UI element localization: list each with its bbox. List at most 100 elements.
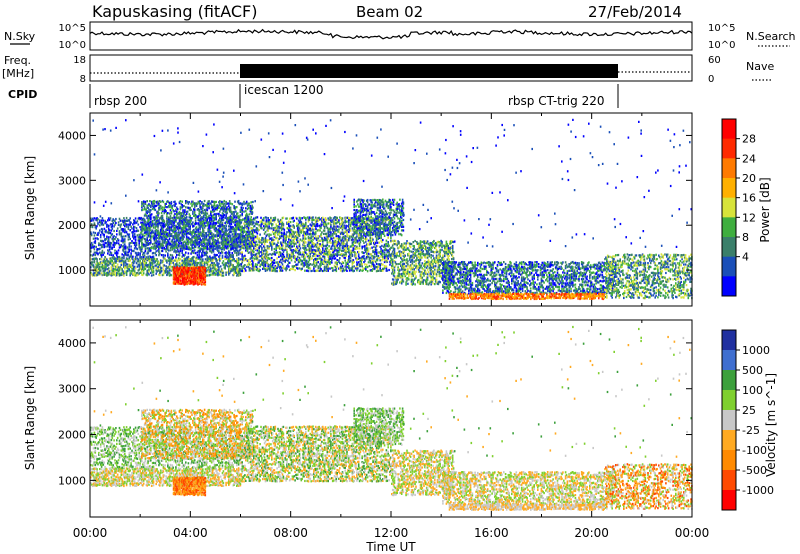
data-cell bbox=[299, 224, 302, 227]
data-cell bbox=[118, 217, 121, 220]
power-scatter-data bbox=[90, 118, 693, 301]
data-cell bbox=[142, 229, 144, 232]
data-cell bbox=[193, 266, 196, 269]
data-cell bbox=[225, 243, 227, 247]
data-cell bbox=[124, 266, 127, 269]
data-cell bbox=[290, 245, 293, 248]
data-cell bbox=[138, 216, 140, 220]
data-cell bbox=[249, 220, 252, 223]
data-cell bbox=[210, 251, 213, 254]
data-cell bbox=[225, 233, 227, 236]
data-cell bbox=[268, 235, 270, 238]
data-cell bbox=[315, 223, 318, 226]
data-cell bbox=[127, 238, 130, 241]
data-cell bbox=[219, 235, 222, 238]
data-cell bbox=[107, 219, 109, 222]
data-cell bbox=[237, 199, 240, 203]
data-cell bbox=[160, 267, 163, 270]
data-cell bbox=[254, 222, 257, 225]
data-cell bbox=[307, 236, 310, 240]
data-cell bbox=[277, 218, 279, 221]
data-cell bbox=[272, 269, 275, 272]
data-cell bbox=[218, 229, 220, 232]
data-cell bbox=[270, 216, 272, 219]
data-cell bbox=[123, 229, 125, 232]
data-cell bbox=[120, 263, 123, 266]
data-cell bbox=[197, 229, 200, 232]
data-cell bbox=[236, 254, 238, 257]
data-cell bbox=[176, 270, 178, 273]
data-cell bbox=[95, 272, 97, 275]
data-cell bbox=[117, 221, 120, 224]
data-cell bbox=[246, 227, 249, 230]
data-cell bbox=[228, 263, 230, 266]
data-cell bbox=[198, 241, 200, 244]
data-cell bbox=[219, 205, 222, 208]
data-cell bbox=[194, 221, 197, 224]
data-cell bbox=[217, 225, 219, 228]
data-cell bbox=[201, 239, 203, 242]
data-cell bbox=[107, 260, 110, 263]
data-cell bbox=[139, 226, 141, 229]
data-cell bbox=[146, 228, 148, 231]
data-cell bbox=[178, 275, 180, 278]
data-cell bbox=[190, 274, 193, 277]
data-cell bbox=[128, 245, 131, 248]
data-cell bbox=[148, 248, 150, 251]
data-cell bbox=[317, 265, 320, 268]
data-cell bbox=[239, 241, 242, 244]
data-cell bbox=[302, 227, 304, 230]
data-cell bbox=[250, 201, 252, 204]
data-cell bbox=[314, 233, 316, 236]
data-cell bbox=[139, 248, 141, 251]
data-cell bbox=[163, 232, 166, 235]
data-cell bbox=[212, 245, 215, 248]
data-cell bbox=[255, 216, 258, 219]
data-cell bbox=[159, 252, 161, 255]
data-cell bbox=[183, 277, 186, 280]
data-cell bbox=[167, 216, 170, 219]
data-cell bbox=[316, 259, 319, 262]
data-cell bbox=[253, 247, 255, 250]
data-cell bbox=[182, 214, 184, 217]
data-cell bbox=[160, 232, 163, 236]
data-cell bbox=[190, 260, 192, 263]
data-cell bbox=[186, 266, 188, 269]
data-cell bbox=[248, 241, 251, 244]
data-cell bbox=[288, 220, 290, 223]
data-cell bbox=[253, 245, 255, 248]
data-cell bbox=[144, 259, 147, 262]
data-cell bbox=[163, 235, 166, 239]
data-cell bbox=[235, 268, 237, 271]
data-cell bbox=[133, 220, 136, 223]
data-cell bbox=[181, 280, 184, 283]
data-cell bbox=[181, 204, 183, 207]
data-cell bbox=[147, 247, 149, 250]
data-cell bbox=[228, 218, 230, 221]
data-cell bbox=[204, 216, 207, 220]
data-cell bbox=[171, 258, 174, 261]
data-cell bbox=[142, 223, 144, 226]
data-cell bbox=[236, 216, 238, 219]
data-cell bbox=[198, 268, 200, 271]
data-cell bbox=[186, 270, 188, 273]
data-cell bbox=[322, 239, 325, 242]
data-cell bbox=[173, 210, 175, 213]
data-cell bbox=[148, 259, 150, 262]
data-cell bbox=[96, 219, 98, 222]
data-cell bbox=[172, 219, 174, 222]
data-cell bbox=[240, 229, 243, 232]
data-cell bbox=[327, 255, 329, 258]
data-cell bbox=[276, 245, 278, 248]
data-cell bbox=[217, 239, 219, 243]
data-cell bbox=[164, 254, 166, 257]
data-cell bbox=[180, 279, 182, 282]
data-cell bbox=[290, 249, 293, 252]
data-cell bbox=[239, 272, 242, 275]
data-cell bbox=[244, 239, 246, 242]
data-cell bbox=[215, 246, 217, 249]
data-cell bbox=[116, 233, 118, 236]
data-cell bbox=[108, 253, 111, 256]
data-cell bbox=[234, 246, 236, 249]
data-cell bbox=[136, 220, 139, 223]
